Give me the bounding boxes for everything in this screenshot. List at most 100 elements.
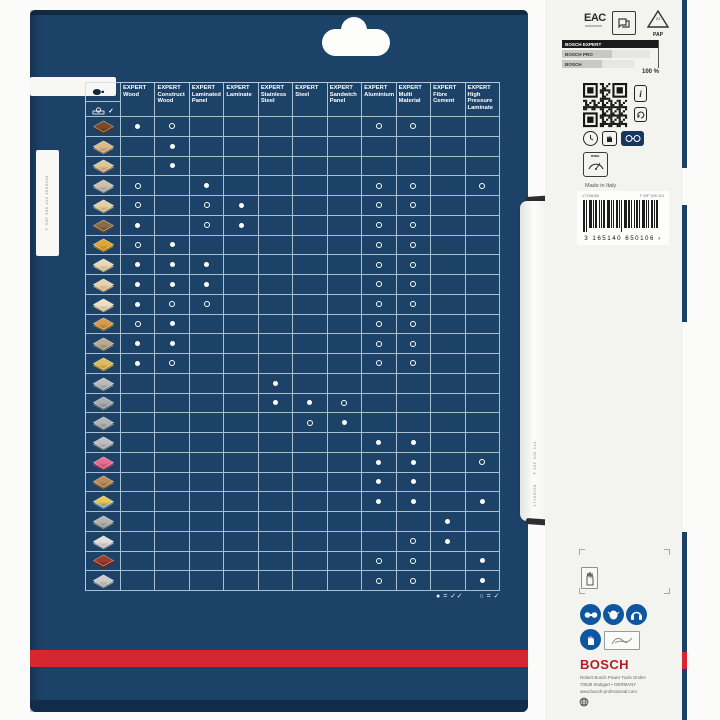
column-brand: EXPERT (295, 85, 319, 91)
double-check-dot (204, 281, 210, 287)
compat-cell (327, 531, 363, 552)
compat-cell (431, 452, 466, 473)
compat-cell (431, 373, 466, 394)
double-check-dot (376, 499, 382, 505)
double-check-dot (135, 262, 141, 268)
compat-cell (293, 472, 328, 493)
material-row-icon-cell (86, 373, 121, 394)
compat-cell (155, 215, 190, 236)
eac-sub-text (585, 25, 602, 27)
material-row-icon-cell (86, 492, 121, 512)
side-label-code: F 03F 305 110 1609203 (44, 175, 50, 231)
bar-extension (602, 60, 634, 68)
bar-label: BOSCH EXPERT (562, 40, 659, 48)
compat-cell (465, 551, 500, 572)
compat-cell (258, 354, 294, 374)
column-header: EXPERT Fibre Cement (431, 83, 466, 117)
compat-cell (396, 255, 432, 275)
compat-cell (396, 275, 432, 295)
compat-cell (189, 176, 225, 196)
compat-cell (396, 393, 432, 414)
compat-cell (396, 512, 432, 532)
compat-cell (293, 531, 328, 552)
compat-cell (155, 393, 190, 414)
compat-cell (396, 354, 432, 374)
compat-cell (362, 275, 397, 295)
compat-cell (189, 294, 225, 315)
compat-cell (121, 176, 156, 196)
compat-cell (155, 413, 190, 433)
ear-protection-circle-icon (626, 604, 647, 625)
compat-cell (155, 275, 190, 295)
double-check-dot (135, 123, 141, 129)
plasterboard-icon (92, 535, 114, 547)
compat-cell (155, 255, 190, 275)
compat-cell (362, 156, 397, 177)
compat-cell (396, 413, 432, 433)
material-row-icon-cell (86, 452, 121, 473)
single-check-dot (375, 577, 382, 584)
material-row-icon-cell (86, 433, 121, 453)
bosch-logo: BOSCH (580, 657, 629, 672)
material-row-icon-cell (86, 354, 121, 374)
compat-cell (224, 136, 259, 157)
hundred-percent-label: 100 % (641, 69, 659, 75)
single-check-dot (375, 123, 382, 130)
compat-cell (224, 235, 259, 256)
compat-cell (293, 512, 328, 532)
double-check-dot (445, 538, 451, 544)
compat-cell (362, 334, 397, 354)
compat-cell (396, 117, 432, 137)
recycling-label: PAP (653, 32, 663, 38)
compat-cell (224, 354, 259, 374)
compat-cell (327, 136, 363, 157)
compat-cell (465, 334, 500, 354)
single-check-dot (410, 557, 417, 564)
compat-cell (431, 531, 466, 552)
bar-label: BOSCH PRO (562, 50, 612, 58)
compat-cell (155, 314, 190, 335)
gauge-max-label: max. (590, 153, 601, 158)
compat-cell (258, 215, 294, 236)
compat-cell (362, 512, 397, 532)
compat-cell (258, 373, 294, 394)
compat-cell (155, 334, 190, 354)
compat-cell (431, 275, 466, 295)
table-legend: ● = ✓✓ ○ = ✓ (85, 592, 500, 600)
compat-cell (362, 571, 397, 591)
compat-cell (465, 354, 500, 374)
compat-cell (293, 373, 328, 394)
side-fold-strip (682, 532, 687, 720)
single-check-dot (410, 281, 417, 288)
compat-cell (327, 433, 363, 453)
compat-cell (258, 314, 294, 335)
compat-cell (465, 531, 500, 552)
safety-glasses-badge-icon (621, 131, 644, 146)
double-check-dot (479, 499, 485, 505)
compat-cell (258, 472, 294, 493)
compat-cell (121, 136, 156, 157)
double-check-dot (238, 202, 244, 208)
column-header: EXPERT Laminate (224, 83, 259, 117)
machine-type-row: ✓ (86, 83, 120, 101)
compat-cell (327, 452, 363, 473)
compat-cell (224, 255, 259, 275)
address-line: 70538 Stuttgart • GERMANY (580, 681, 637, 687)
compat-cell (224, 492, 259, 512)
single-check-dot (410, 202, 417, 209)
laminate-board-icon (92, 199, 114, 212)
double-check-dot (410, 459, 416, 465)
bar-bosch-expert: BOSCH EXPERT (562, 40, 659, 48)
compat-cell (224, 512, 259, 532)
hand-protection-note-icon (604, 631, 640, 650)
material-row-icon-cell (86, 176, 121, 196)
eac-logo: EAC (584, 12, 606, 24)
compat-cell (189, 512, 225, 532)
material-row-icon-cell (86, 472, 121, 493)
compat-cell (293, 235, 328, 256)
material-row-icon-cell (86, 314, 121, 335)
double-check-dot (376, 479, 382, 485)
compat-cell (121, 196, 156, 216)
single-check-dot (306, 419, 313, 426)
single-check-dot (410, 360, 417, 367)
